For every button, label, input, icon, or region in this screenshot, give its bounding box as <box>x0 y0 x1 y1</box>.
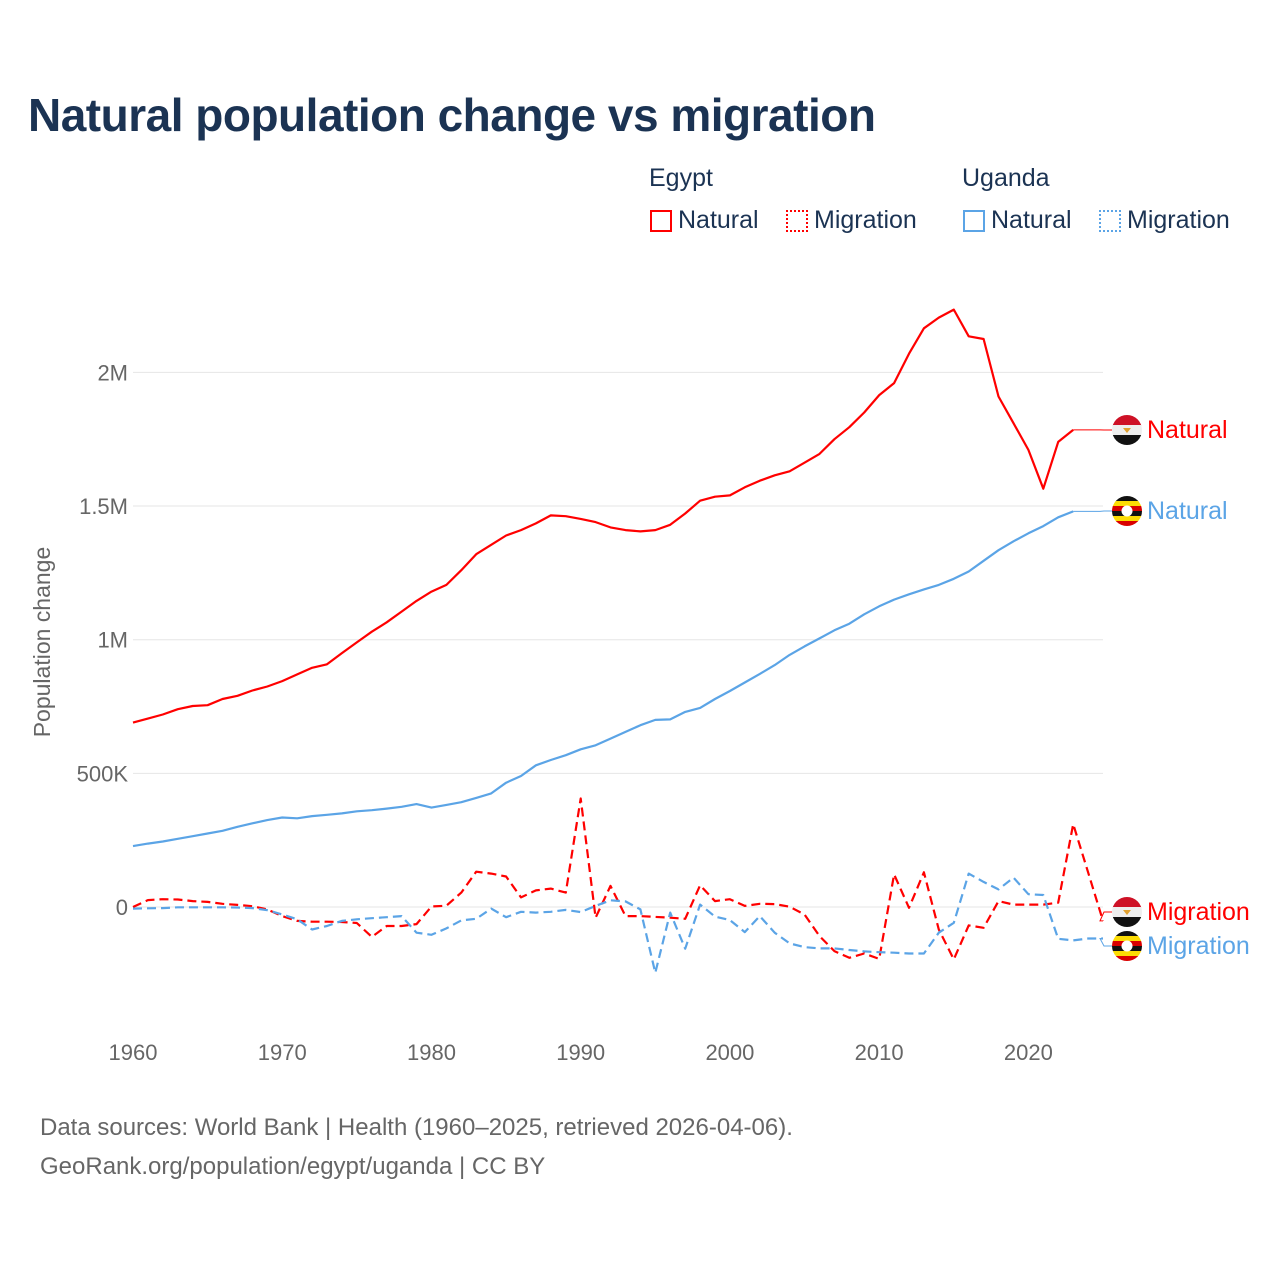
label-connector <box>1099 911 1112 922</box>
uganda-natural-line <box>132 510 1074 848</box>
flag-stripe <box>1112 956 1142 961</box>
legend-label: Natural <box>991 206 1072 234</box>
uganda-flag-icon <box>1112 931 1142 961</box>
uganda-migration-end-label: Migration <box>1147 932 1250 960</box>
legend-swatch <box>1099 209 1121 232</box>
legend-swatch <box>650 209 672 232</box>
flag-stripe <box>1112 521 1142 526</box>
legend-egypt-migration[interactable]: Migration <box>786 206 917 235</box>
eagle-emblem <box>1123 910 1131 915</box>
uganda-migration-line <box>132 872 1103 974</box>
egypt-natural-line <box>132 308 1074 724</box>
uganda-natural-end-label: Natural <box>1147 497 1228 525</box>
y-axis-label: Population change <box>29 547 55 738</box>
egypt-migration-line <box>132 797 1105 961</box>
flag-stripe <box>1112 917 1142 927</box>
source-line-2[interactable]: GeoRank.org/population/egypt/uganda | CC… <box>40 1153 546 1180</box>
legend-uganda-migration[interactable]: Migration <box>1099 206 1230 235</box>
flag-stripe <box>1112 951 1142 957</box>
legend-swatch <box>786 209 808 232</box>
egypt-flag-icon <box>1112 897 1142 927</box>
legend-swatch <box>963 209 985 232</box>
legend-label: Migration <box>814 206 917 234</box>
legend-group-egypt: Egypt <box>649 164 713 192</box>
egypt-flag-icon <box>1112 415 1142 445</box>
y-tick-label: 2M <box>97 360 128 385</box>
egypt-migration-end-label: Migration <box>1147 898 1250 926</box>
flag-stripe <box>1112 516 1142 522</box>
y-tick-label: 1.5M <box>79 494 128 519</box>
x-tick-label: 2000 <box>705 1040 754 1065</box>
label-connector <box>1099 938 1112 947</box>
x-tick-label: 1980 <box>407 1040 456 1065</box>
y-tick-label: 500K <box>77 761 129 786</box>
x-tick-label: 1960 <box>109 1040 158 1065</box>
x-tick-label: 1970 <box>258 1040 307 1065</box>
y-tick-label: 0 <box>116 895 128 920</box>
flag-stripe <box>1112 415 1142 426</box>
flag-stripe <box>1112 435 1142 445</box>
legend-uganda-natural[interactable]: Natural <box>963 206 1072 235</box>
x-tick-label: 2010 <box>855 1040 904 1065</box>
legend-egypt-natural[interactable]: Natural <box>650 206 759 235</box>
x-tick-label: 1990 <box>556 1040 605 1065</box>
legend-group-uganda: Uganda <box>962 164 1050 192</box>
crane-emblem <box>1121 505 1133 517</box>
source-note: Data sources: World Bank | Health (1960–… <box>40 1108 793 1186</box>
legend-label: Natural <box>678 206 759 234</box>
y-tick-label: 1M <box>97 628 128 653</box>
flag-stripe <box>1112 501 1142 507</box>
egypt-natural-end-label: Natural <box>1147 416 1228 444</box>
chart-title: Natural population change vs migration <box>28 89 876 141</box>
legend-label: Migration <box>1127 206 1230 234</box>
flag-stripe <box>1112 496 1142 502</box>
flag-stripe <box>1112 897 1142 908</box>
flag-stripe <box>1112 936 1142 942</box>
flag-stripe <box>1112 931 1142 937</box>
eagle-emblem <box>1123 428 1131 433</box>
uganda-flag-icon <box>1112 496 1142 526</box>
source-line-1: Data sources: World Bank | Health (1960–… <box>40 1114 793 1141</box>
x-tick-label: 2020 <box>1004 1040 1053 1065</box>
crane-emblem <box>1121 940 1133 952</box>
